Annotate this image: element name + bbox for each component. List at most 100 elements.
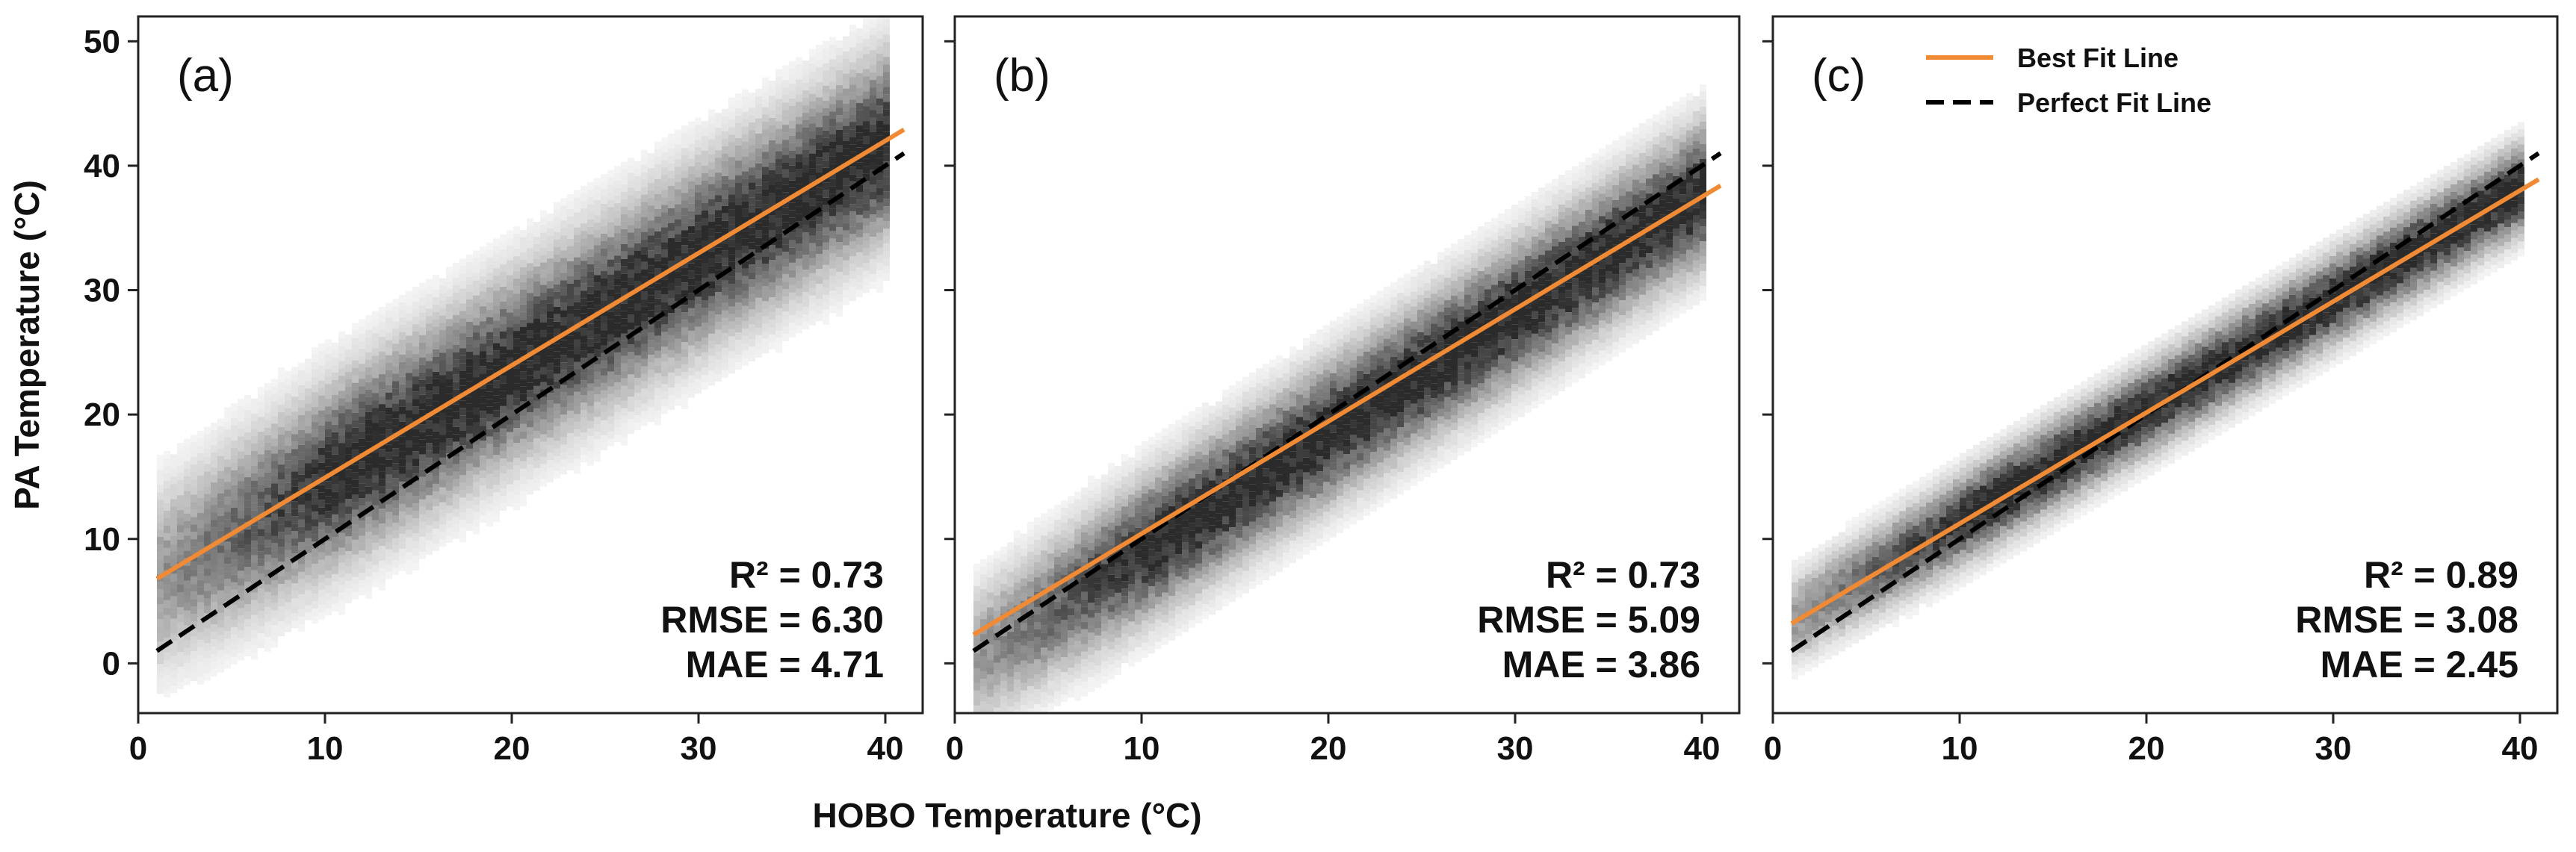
density-cell [668, 276, 675, 283]
density-cell [641, 254, 648, 262]
density-cell [507, 454, 513, 462]
density-cell [372, 311, 379, 319]
density-cell [722, 370, 728, 378]
density-cell [231, 656, 238, 665]
density-cell [547, 370, 554, 379]
density-cell [386, 392, 392, 400]
density-cell [305, 411, 312, 419]
density-cell [1054, 594, 1061, 602]
density-cell [987, 600, 994, 608]
density-cell [661, 384, 668, 392]
density-cell [1007, 729, 1014, 736]
density-cell [601, 442, 607, 450]
density-cell [863, 136, 870, 144]
density-cell [365, 531, 372, 539]
density-cell [628, 307, 634, 315]
density-cell [359, 535, 365, 544]
density-cell [849, 249, 856, 257]
density-cell [1007, 669, 1014, 677]
density-cell [769, 320, 775, 327]
density-cell [688, 278, 695, 286]
density-cell [204, 576, 211, 584]
density-cell [594, 297, 601, 305]
density-cell [708, 184, 715, 192]
density-cell [560, 220, 567, 228]
density-cell [547, 348, 554, 356]
density-cell [987, 652, 994, 660]
density-cell [318, 589, 325, 597]
density-cell [836, 249, 843, 257]
density-cell [1142, 642, 1148, 650]
density-cell [433, 446, 439, 454]
density-cell [1007, 691, 1014, 699]
density-cell [607, 184, 614, 193]
density-cell [386, 340, 392, 348]
density-cell [258, 641, 264, 649]
density-cell [554, 351, 560, 359]
density-cell [816, 112, 823, 120]
density-cell [749, 122, 755, 131]
density-cell [325, 541, 332, 549]
density-cell [399, 503, 406, 511]
density-cell [325, 518, 332, 526]
density-cell [305, 478, 312, 486]
density-cell [1108, 567, 1115, 575]
density-cell [1155, 552, 1162, 560]
density-cell [980, 686, 987, 694]
density-cell [789, 314, 796, 323]
density-cell [762, 256, 769, 264]
density-cell [278, 562, 285, 569]
density-cell [749, 242, 755, 250]
density-cell [184, 506, 191, 514]
density-cell [493, 425, 500, 433]
density-cell [1202, 402, 1209, 411]
density-cell [345, 476, 352, 485]
density-cell [507, 230, 513, 238]
density-cell [459, 288, 466, 296]
density-cell [856, 35, 863, 43]
density-cell [607, 274, 614, 282]
density-cell [540, 292, 547, 300]
density-cell [661, 354, 668, 362]
density-cell [231, 552, 238, 560]
density-cell [580, 335, 587, 343]
density-cell [675, 398, 681, 406]
density-cell [547, 378, 554, 386]
density-cell [1047, 658, 1054, 666]
density-cell [271, 491, 278, 499]
density-cell [1155, 626, 1162, 635]
density-cell [1054, 609, 1061, 617]
density-cell [762, 92, 769, 100]
density-cell [291, 449, 298, 457]
density-cell [372, 579, 379, 588]
density-cell [1189, 605, 1195, 613]
density-cell [863, 46, 870, 55]
density-cell [883, 199, 890, 207]
density-cell [554, 224, 560, 232]
density-cell [775, 128, 782, 137]
density-cell [244, 574, 251, 582]
density-cell [1027, 656, 1034, 664]
density-cell [1061, 560, 1068, 568]
density-cell [1007, 662, 1014, 670]
density-cell [702, 315, 708, 323]
density-cell [184, 647, 191, 656]
y-tick-label: 30 [84, 273, 120, 309]
density-cell [1142, 582, 1148, 591]
density-cell [1182, 467, 1189, 476]
density-cell [473, 325, 480, 333]
density-cell [628, 284, 634, 293]
density-cell [681, 193, 688, 201]
density-cell [567, 440, 574, 448]
density-cell [870, 140, 876, 147]
density-cell [298, 444, 305, 453]
density-cell [574, 369, 580, 377]
density-cell [211, 505, 217, 513]
density-cell [1074, 544, 1081, 552]
density-cell [796, 116, 802, 125]
density-cell [1175, 524, 1182, 532]
density-cell [217, 553, 224, 561]
density-cell [973, 623, 980, 631]
density-cell [540, 456, 547, 464]
density-cell [762, 331, 769, 339]
